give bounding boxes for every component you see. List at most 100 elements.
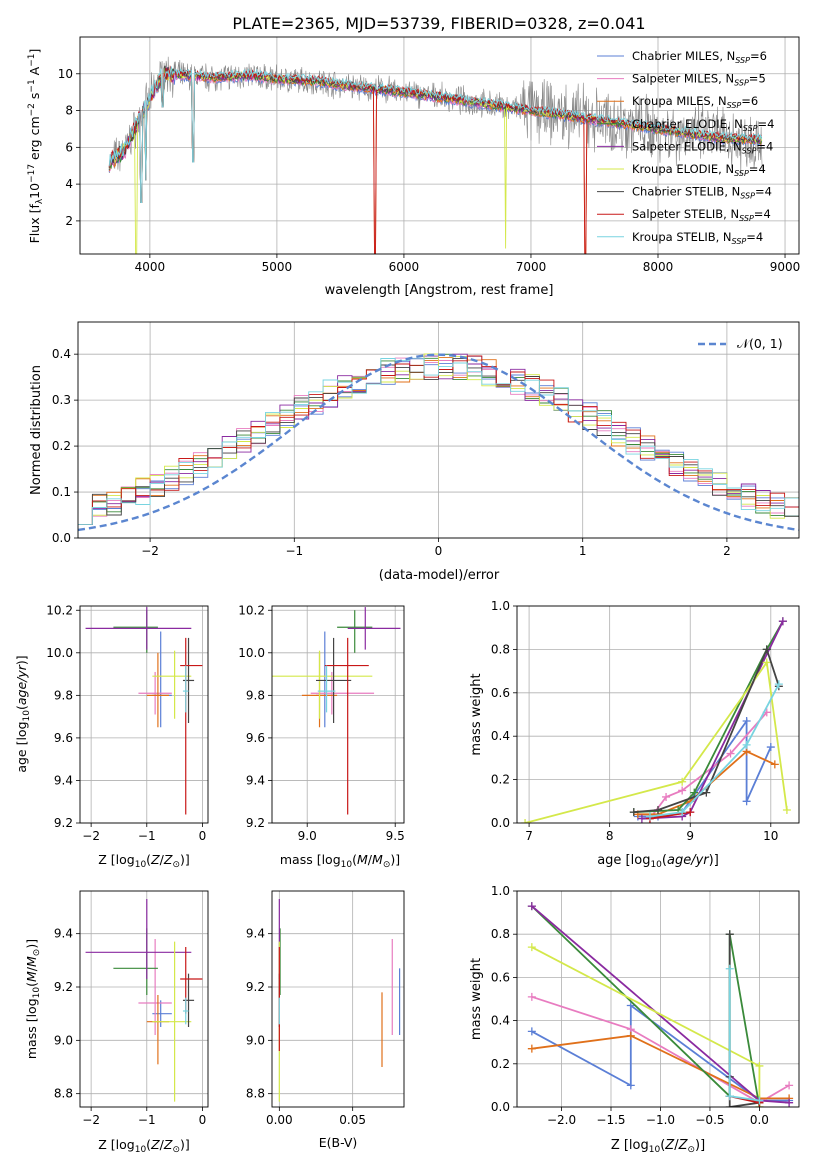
- error-point-salpeter-miles: [310, 671, 375, 715]
- x-tick-label: 4000: [135, 260, 166, 274]
- spectrum-panel: 4000 5000 6000 7000 8000 9000 2 4 6 8 10 Chabrier M…: [27, 36, 801, 298]
- x-axis-label: Z [log10(Z/Z⊙)]: [611, 1138, 705, 1155]
- data-point: [742, 717, 751, 726]
- x-tick-label: 9.0: [298, 829, 317, 843]
- grid: [517, 890, 799, 1108]
- data-point: [762, 658, 771, 667]
- y-axis-label: Flux [fλ10−17 erg cm−2 s−1 A−1]: [27, 49, 45, 244]
- x-tick-label: −2: [141, 544, 159, 558]
- x-tick-label: −2: [82, 829, 100, 843]
- data-point: [645, 812, 654, 821]
- data-point: [626, 1031, 635, 1040]
- figure-title: PLATE=2365, MJD=53739, FIBERID=0328, z=0…: [232, 14, 645, 33]
- data-point: [782, 805, 791, 814]
- x-axis-label: age [log10(age/yr)]: [597, 853, 719, 870]
- data-point: [785, 1098, 794, 1107]
- plot-area: [521, 617, 791, 823]
- data-point: [742, 740, 751, 749]
- x-tick-label: 9.5: [386, 829, 405, 843]
- y-tick-label: 0.1: [52, 485, 71, 499]
- x-tick-label: 0.05: [339, 1113, 366, 1127]
- age-vs-metallicity-panel: −2 −1 0 9.2 9.4 9.6 9.8 10.0 10.2 Z [log10(Z/Z⊙)]…: [14, 603, 209, 870]
- y-tick-label: 6: [65, 140, 73, 154]
- data-point: [755, 1061, 764, 1070]
- x-tick-label: −1: [138, 1113, 156, 1127]
- axes-frame: [77, 321, 800, 539]
- y-tick-label: 0.6: [491, 970, 510, 984]
- error-point-salpeter-stelib: [324, 637, 369, 815]
- y-tick-label: 0.2: [491, 1057, 510, 1071]
- y-tick-label: 0.4: [52, 347, 71, 361]
- error-point-salpeter-elodie: [347, 607, 401, 650]
- model-spectrum-salpeter-elodie: [108, 67, 762, 203]
- x-tick-label: 9000: [770, 260, 801, 274]
- error-point-chabrier-elodie: [337, 610, 373, 653]
- x-tick-label: −1: [138, 829, 156, 843]
- data-point: [785, 1081, 794, 1090]
- y-tick-label: 0.4: [491, 1014, 510, 1028]
- weight-vs-metallicity-panel: −2.0 −1.5 −1.0 −0.5 0.0 0.0 0.2 0.4 0.6 0.8 1.0 Z […: [469, 884, 800, 1155]
- error-point-kroupa-stelib: [182, 997, 189, 1025]
- data-point: [626, 1081, 635, 1090]
- x-tick-label: 2: [723, 544, 731, 558]
- data-point: [725, 1103, 734, 1107]
- data-point: [678, 808, 687, 817]
- grid: [517, 605, 799, 824]
- error-point-salpeter-stelib: [180, 637, 203, 815]
- x-axis-label: wavelength [Angstrom, rest frame]: [325, 283, 554, 298]
- x-axis-label: Z [log10(Z/Z⊙)]: [98, 852, 190, 870]
- y-tick-label: 0.2: [491, 773, 510, 787]
- y-tick-label: 0.3: [52, 393, 71, 407]
- y-tick-label: 10.2: [238, 603, 265, 617]
- y-tick-label: 9.4: [54, 927, 73, 941]
- x-tick-label: 0.00: [266, 1113, 293, 1127]
- model-spectrum-kroupa-stelib: [108, 66, 763, 203]
- series-line: [524, 660, 788, 823]
- y-tick-label: 9.4: [54, 773, 73, 787]
- error-point-chabrier-stelib: [182, 637, 195, 724]
- error-point-salpeter-elodie: [85, 607, 192, 650]
- histogram-kroupa-stelib: [78, 357, 799, 538]
- x-tick-label: 5000: [262, 260, 293, 274]
- series-line: [641, 620, 784, 820]
- age-vs-mass-panel: 9.0 9.5 9.2 9.4 9.6 9.8 10.0 10.2 mass [log10(M/…: [238, 603, 404, 870]
- y-tick-label: 9.0: [246, 1033, 265, 1047]
- y-tick-label: 9.8: [54, 688, 73, 702]
- weight-series-salpeter-elodie: [637, 617, 787, 823]
- data-point: [725, 930, 734, 939]
- error-point-salpeter-miles: [138, 939, 172, 1035]
- weight-series-kroupa-elodie: [521, 658, 791, 823]
- axes-frame: [79, 605, 209, 824]
- error-point-kroupa-elodie: [152, 941, 192, 1102]
- y-tick-label: 0.6: [491, 686, 510, 700]
- error-point-chabrier-miles: [316, 631, 334, 728]
- error-point-kroupa-stelib: [317, 665, 336, 713]
- weight-series-kroupa-stelib: [725, 964, 764, 1105]
- legend-entry: Salpeter ELODIE, NSSP=4: [632, 139, 773, 155]
- y-tick-label: 9.0: [54, 1033, 73, 1047]
- data-point: [755, 1096, 764, 1105]
- data-point: [770, 760, 779, 769]
- error-point-salpeter-stelib: [180, 947, 203, 1014]
- legend-entry: Chabrier MILES, NSSP=6: [632, 49, 767, 65]
- legend-entry: Salpeter STELIB, NSSP=4: [632, 207, 771, 223]
- series-line: [649, 811, 691, 820]
- legend-entry: Kroupa STELIB, NSSP=4: [632, 230, 763, 246]
- error-point-kroupa-elodie: [272, 650, 373, 719]
- x-axis-label: mass [log10(M/M⊙)]: [280, 852, 400, 870]
- normal-distribution-curve: [78, 353, 799, 532]
- y-tick-label: 9.6: [246, 731, 265, 745]
- data-point: [774, 680, 783, 689]
- y-tick-label: 1.0: [491, 599, 510, 613]
- error-point-kroupa-stelib: [182, 665, 189, 713]
- x-tick-label: 8: [606, 829, 614, 843]
- error-point-kroupa-miles: [146, 995, 170, 1065]
- legend-entry: 𝒩(0, 1): [737, 336, 783, 351]
- x-tick-label: 10: [763, 829, 778, 843]
- data-point: [690, 788, 699, 797]
- plot-area: [272, 607, 401, 815]
- y-tick-label: 10.0: [46, 646, 73, 660]
- data-point: [725, 964, 734, 973]
- data-point: [742, 797, 751, 806]
- y-tick-label: 0.4: [491, 729, 510, 743]
